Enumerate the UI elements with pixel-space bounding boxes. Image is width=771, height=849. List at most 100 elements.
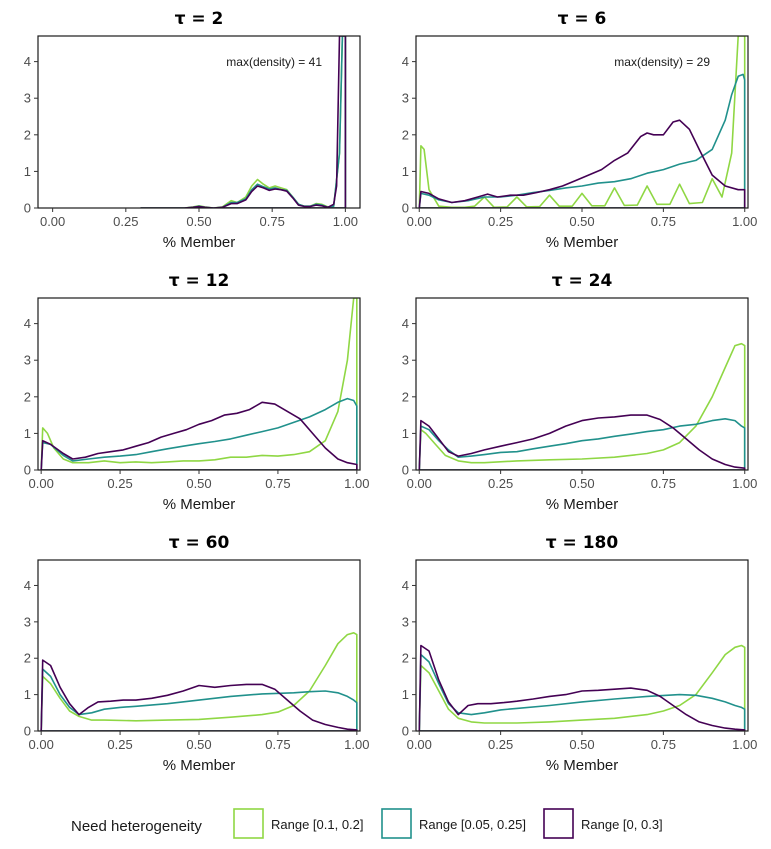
y-tick-label: 2 bbox=[24, 127, 31, 142]
max-density-annotation: max(density) = 41 bbox=[226, 55, 322, 69]
y-tick-label: 3 bbox=[402, 91, 409, 106]
y-tick-label: 4 bbox=[24, 578, 31, 593]
y-tick-label: 3 bbox=[24, 353, 31, 368]
series-group bbox=[40, 298, 358, 470]
x-tick-label: 0.25 bbox=[113, 214, 138, 229]
y-tick-label: 1 bbox=[402, 687, 409, 702]
y-tick-label: 4 bbox=[402, 316, 409, 331]
y-tick-label: 1 bbox=[24, 426, 31, 441]
y-tick-label: 2 bbox=[402, 651, 409, 666]
y-tick-label: 1 bbox=[402, 426, 409, 441]
density-curve-3 bbox=[40, 659, 358, 731]
y-tick-label: 4 bbox=[24, 54, 31, 69]
legend-label-1: Range [0.1, 0.2] bbox=[271, 817, 364, 832]
density-curve-3 bbox=[418, 414, 746, 470]
legend-key-3 bbox=[543, 808, 574, 839]
x-axis-title: % Member bbox=[163, 496, 236, 513]
panel-border bbox=[37, 559, 361, 732]
x-tick-label: 0.00 bbox=[407, 214, 432, 229]
max-density-annotation: max(density) = 29 bbox=[614, 55, 710, 69]
x-tick-label: 0.50 bbox=[186, 214, 211, 229]
x-tick-label: 0.00 bbox=[40, 214, 65, 229]
panel-title: τ = 6 bbox=[558, 9, 607, 29]
density-curve-1 bbox=[40, 298, 358, 470]
y-tick-label: 0 bbox=[24, 463, 31, 478]
x-tick-label: 0.75 bbox=[265, 476, 290, 491]
density-curve-2 bbox=[418, 653, 746, 731]
legend-label-2: Range [0.05, 0.25] bbox=[419, 817, 526, 832]
x-tick-label: 0.75 bbox=[651, 476, 676, 491]
x-tick-label: 0.00 bbox=[407, 737, 432, 752]
x-tick-label: 0.00 bbox=[29, 476, 54, 491]
x-tick-label: 0.00 bbox=[29, 737, 54, 752]
density-curve-1 bbox=[418, 644, 746, 731]
x-tick-label: 0.75 bbox=[651, 214, 676, 229]
y-tick-label: 1 bbox=[24, 687, 31, 702]
x-tick-label: 0.50 bbox=[569, 737, 594, 752]
density-curve-1 bbox=[40, 632, 358, 731]
y-tick-label: 3 bbox=[24, 91, 31, 106]
series-group bbox=[418, 342, 746, 470]
x-tick-label: 0.25 bbox=[107, 476, 132, 491]
y-tick-label: 2 bbox=[24, 651, 31, 666]
panel-title: τ = 12 bbox=[169, 271, 230, 291]
y-tick-label: 3 bbox=[402, 614, 409, 629]
series-group bbox=[40, 632, 358, 731]
panel-border bbox=[415, 559, 749, 732]
legend: Need heterogeneity Range [0.1, 0.2] Range … bbox=[71, 808, 663, 839]
x-axis-title: % Member bbox=[163, 757, 236, 774]
legend-label-3: Range [0, 0.3] bbox=[581, 817, 663, 832]
x-tick-label: 0.50 bbox=[569, 214, 594, 229]
x-tick-label: 1.00 bbox=[732, 737, 757, 752]
y-tick-label: 0 bbox=[402, 463, 409, 478]
series-group bbox=[418, 36, 746, 208]
y-tick-label: 4 bbox=[24, 316, 31, 331]
x-tick-label: 1.00 bbox=[344, 737, 369, 752]
panel-title: τ = 60 bbox=[169, 533, 230, 553]
panel-6: τ = 180 0 1 2 3 4 0.00 0.25 0.50 0.75 1.00 % Member bbox=[402, 533, 758, 774]
panel-1: τ = 2 0 1 2 3 4 0.00 0.25 0.50 0.75 1.00 % Member ma… bbox=[24, 9, 361, 251]
legend-title: Need heterogeneity bbox=[71, 818, 202, 835]
x-tick-label: 1.00 bbox=[333, 214, 358, 229]
y-tick-label: 0 bbox=[24, 724, 31, 739]
panel-2: τ = 6 0 1 2 3 4 0.00 0.25 0.50 0.75 1.00 % Member ma… bbox=[402, 9, 758, 251]
density-curve-3 bbox=[140, 36, 347, 208]
x-tick-label: 0.25 bbox=[488, 737, 513, 752]
x-tick-label: 1.00 bbox=[732, 476, 757, 491]
x-tick-label: 0.75 bbox=[265, 737, 290, 752]
y-tick-label: 0 bbox=[402, 201, 409, 216]
y-tick-label: 0 bbox=[24, 201, 31, 216]
density-curve-3 bbox=[40, 401, 358, 470]
y-tick-label: 1 bbox=[24, 164, 31, 179]
panel-5: τ = 60 0 1 2 3 4 0.00 0.25 0.50 0.75 1.00 % Member bbox=[24, 533, 370, 774]
panel-title: τ = 180 bbox=[546, 533, 619, 553]
x-tick-label: 1.00 bbox=[344, 476, 369, 491]
x-axis-title: % Member bbox=[546, 757, 619, 774]
series-group bbox=[418, 644, 746, 731]
density-curve-2 bbox=[40, 668, 358, 731]
density-curve-3 bbox=[418, 119, 746, 208]
y-tick-label: 2 bbox=[402, 127, 409, 142]
x-tick-label: 0.25 bbox=[488, 476, 513, 491]
x-tick-label: 0.50 bbox=[186, 737, 211, 752]
x-tick-label: 0.00 bbox=[407, 476, 432, 491]
x-tick-label: 0.25 bbox=[488, 214, 513, 229]
y-tick-label: 3 bbox=[24, 614, 31, 629]
density-curve-3 bbox=[418, 644, 746, 731]
x-axis-title: % Member bbox=[546, 234, 619, 251]
x-tick-label: 0.25 bbox=[107, 737, 132, 752]
density-curve-2 bbox=[40, 397, 358, 470]
panel-title: τ = 2 bbox=[175, 9, 224, 29]
y-tick-label: 3 bbox=[402, 353, 409, 368]
legend-key-2 bbox=[381, 808, 412, 839]
y-tick-label: 4 bbox=[402, 578, 409, 593]
y-tick-label: 0 bbox=[402, 724, 409, 739]
x-tick-label: 0.50 bbox=[186, 476, 211, 491]
panel-4: τ = 24 0 1 2 3 4 0.00 0.25 0.50 0.75 1.00 % Member bbox=[402, 271, 758, 513]
x-axis-title: % Member bbox=[163, 234, 236, 251]
x-tick-label: 0.50 bbox=[569, 476, 594, 491]
y-tick-label: 1 bbox=[402, 164, 409, 179]
y-tick-label: 2 bbox=[24, 389, 31, 404]
x-tick-label: 0.75 bbox=[651, 737, 676, 752]
